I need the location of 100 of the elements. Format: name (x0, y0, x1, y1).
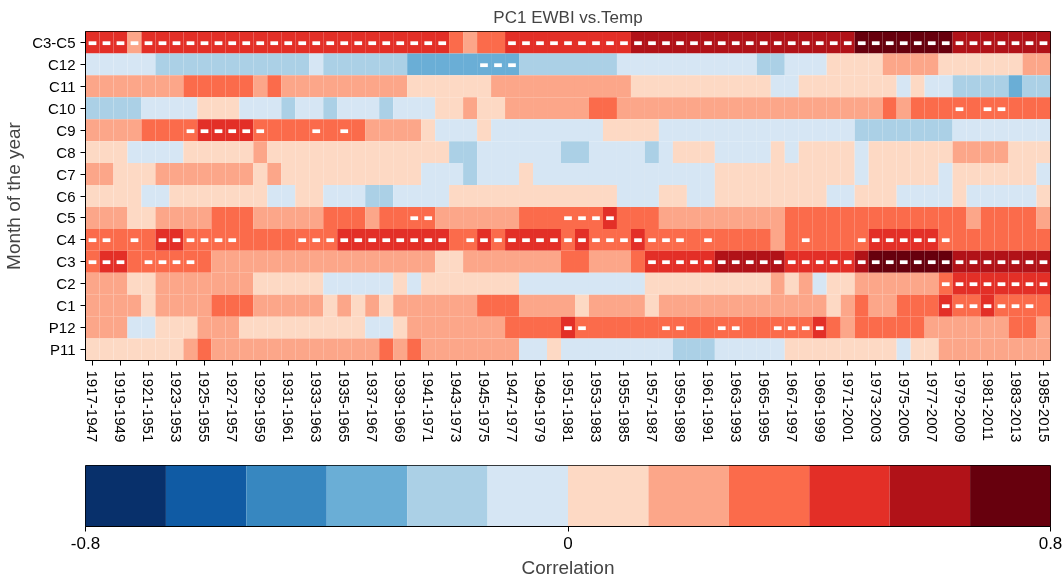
data-label: ▬ (465, 234, 475, 246)
data-label: ▬ (1038, 278, 1049, 290)
data-label: ▬ (773, 36, 783, 48)
x-tick-label: 1961-1991 (699, 370, 717, 443)
x-tick-label: 1919-1949 (112, 370, 130, 443)
data-label: ▬ (703, 36, 713, 48)
data-label: ▬ (395, 36, 405, 48)
data-label: ▬ (199, 124, 210, 136)
data-label: ▬ (982, 256, 993, 268)
data-label: ▬ (605, 212, 615, 224)
data-label: ▬ (926, 256, 937, 268)
data-label: ▬ (493, 58, 503, 70)
data-label: ▬ (703, 256, 713, 268)
data-label: ▬ (703, 234, 713, 246)
data-label: ▬ (213, 36, 224, 48)
data-label: ▬ (731, 322, 741, 334)
data-label: ▬ (297, 36, 307, 48)
x-tick-label: 1973-2003 (867, 370, 885, 443)
data-label: ▬ (982, 102, 993, 114)
data-label: ▬ (591, 36, 601, 48)
data-label: ▬ (521, 234, 531, 246)
data-label: ▬ (423, 36, 433, 48)
data-label: ▬ (996, 300, 1007, 312)
data-label: ▬ (325, 36, 335, 48)
data-label: ▬ (954, 278, 965, 290)
data-label: ▬ (842, 36, 853, 48)
x-tick-label: 1977-2007 (923, 370, 941, 443)
data-label: ▬ (1024, 300, 1035, 312)
data-label: ▬ (493, 234, 503, 246)
x-tick-label: 1927-1957 (224, 370, 242, 443)
x-tick-label: 1985-2015 (1035, 370, 1053, 443)
data-label: ▬ (311, 124, 321, 136)
data-label: ▬ (926, 234, 937, 246)
data-label: ▬ (563, 234, 573, 246)
data-label: ▬ (801, 234, 811, 246)
data-label: ▬ (199, 234, 210, 246)
data-label: ▬ (982, 36, 993, 48)
y-tick-label: C10 (47, 99, 76, 117)
data-label: ▬ (675, 234, 685, 246)
data-label: ▬ (647, 234, 657, 246)
data-label: ▬ (255, 124, 266, 136)
data-label: ▬ (1038, 256, 1049, 268)
data-label: ▬ (954, 300, 965, 312)
data-label: ▬ (87, 256, 98, 268)
data-label: ▬ (675, 256, 685, 268)
data-label: ▬ (143, 36, 154, 48)
data-label: ▬ (409, 212, 419, 224)
x-tick-label: 1949-1979 (532, 370, 550, 443)
color-bar-label: -0.8 (70, 533, 101, 553)
data-label: ▬ (801, 256, 811, 268)
data-label: ▬ (577, 322, 587, 334)
y-tick-label: C1 (56, 297, 76, 315)
data-label: ▬ (968, 300, 979, 312)
x-tick-label: 1963-1993 (727, 370, 745, 443)
y-tick-label: C11 (49, 77, 76, 95)
data-label: ▬ (535, 36, 545, 48)
x-tick-label: 1953-1983 (587, 370, 605, 443)
x-tick-label: 1929-1959 (252, 370, 270, 443)
y-tick-label: C6 (56, 187, 76, 205)
data-label: ▬ (199, 36, 210, 48)
data-label: ▬ (773, 256, 783, 268)
data-label: ▬ (241, 36, 252, 48)
data-label: ▬ (619, 36, 629, 48)
x-tick-label: 1917-1947 (84, 370, 102, 443)
data-label: ▬ (353, 36, 363, 48)
data-label: ▬ (1024, 278, 1035, 290)
x-tick-label: 1955-1985 (615, 370, 633, 443)
x-tick-label: 1937-1967 (364, 370, 382, 443)
y-tick-label: C2 (56, 275, 76, 293)
data-label: ▬ (521, 36, 531, 48)
data-label: ▬ (255, 36, 266, 48)
data-label: ▬ (213, 234, 224, 246)
data-label: ▬ (185, 234, 196, 246)
data-label: ▬ (101, 256, 112, 268)
data-label: ▬ (898, 36, 909, 48)
y-tick-label: P11 (49, 341, 76, 359)
y-tick-label: C4 (56, 231, 76, 249)
data-label: ▬ (982, 300, 993, 312)
data-label: ▬ (409, 234, 419, 246)
data-label: ▬ (563, 36, 573, 48)
data-label: ▬ (996, 102, 1007, 114)
data-label: ▬ (143, 256, 154, 268)
data-label: ▬ (577, 36, 587, 48)
data-label: ▬ (940, 256, 951, 268)
data-label: ▬ (423, 212, 433, 224)
data-label: ▬ (996, 256, 1007, 268)
data-label: ▬ (801, 322, 811, 334)
data-label: ▬ (339, 234, 349, 246)
data-label: ▬ (870, 256, 881, 268)
y-tick-label: C9 (56, 121, 76, 139)
y-tick-label: C8 (56, 143, 76, 161)
y-tick-label: C12 (47, 55, 76, 73)
data-label: ▬ (647, 256, 657, 268)
data-label: ▬ (773, 322, 783, 334)
data-label: ▬ (815, 36, 825, 48)
data-label: ▬ (661, 36, 671, 48)
x-tick-label: 1971-2001 (839, 370, 857, 443)
data-label: ▬ (507, 234, 517, 246)
data-label: ▬ (325, 234, 335, 246)
data-label: ▬ (437, 36, 447, 48)
